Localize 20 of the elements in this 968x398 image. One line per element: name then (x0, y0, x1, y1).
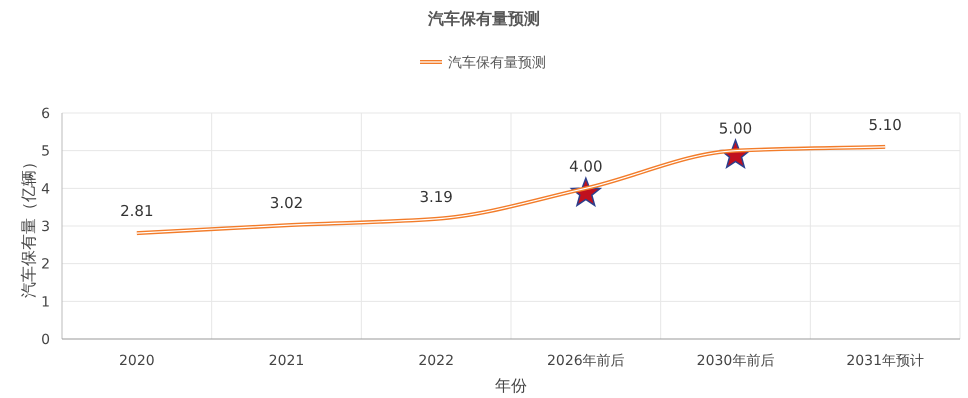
y-tick-label: 5 (41, 144, 50, 160)
x-tick-label: 2022 (418, 353, 454, 369)
x-tick-label: 2020 (119, 353, 155, 369)
x-tick-label: 2026年前后 (547, 353, 625, 369)
y-tick-label: 1 (41, 294, 50, 310)
data-label: 5.10 (868, 116, 902, 134)
y-tick-label: 3 (41, 219, 50, 235)
y-tick-label: 4 (41, 181, 50, 198)
x-tick-label: 2030年前后 (696, 353, 774, 369)
y-tick-label: 0 (41, 332, 50, 348)
x-tick-label: 2021 (268, 353, 304, 369)
legend-label: 汽车保有量预测 (448, 55, 546, 71)
y-axis-title: 汽车保有量（亿辆） (19, 154, 38, 298)
x-axis-title: 年份 (495, 376, 527, 395)
x-tick-label: 2031年预计 (846, 353, 924, 369)
y-tick-label: 6 (41, 106, 50, 122)
y-tick-label: 2 (41, 256, 50, 273)
legend: 汽车保有量预测 (420, 55, 546, 71)
data-label: 5.00 (718, 120, 752, 138)
chart-title: 汽车保有量预测 (427, 9, 540, 28)
